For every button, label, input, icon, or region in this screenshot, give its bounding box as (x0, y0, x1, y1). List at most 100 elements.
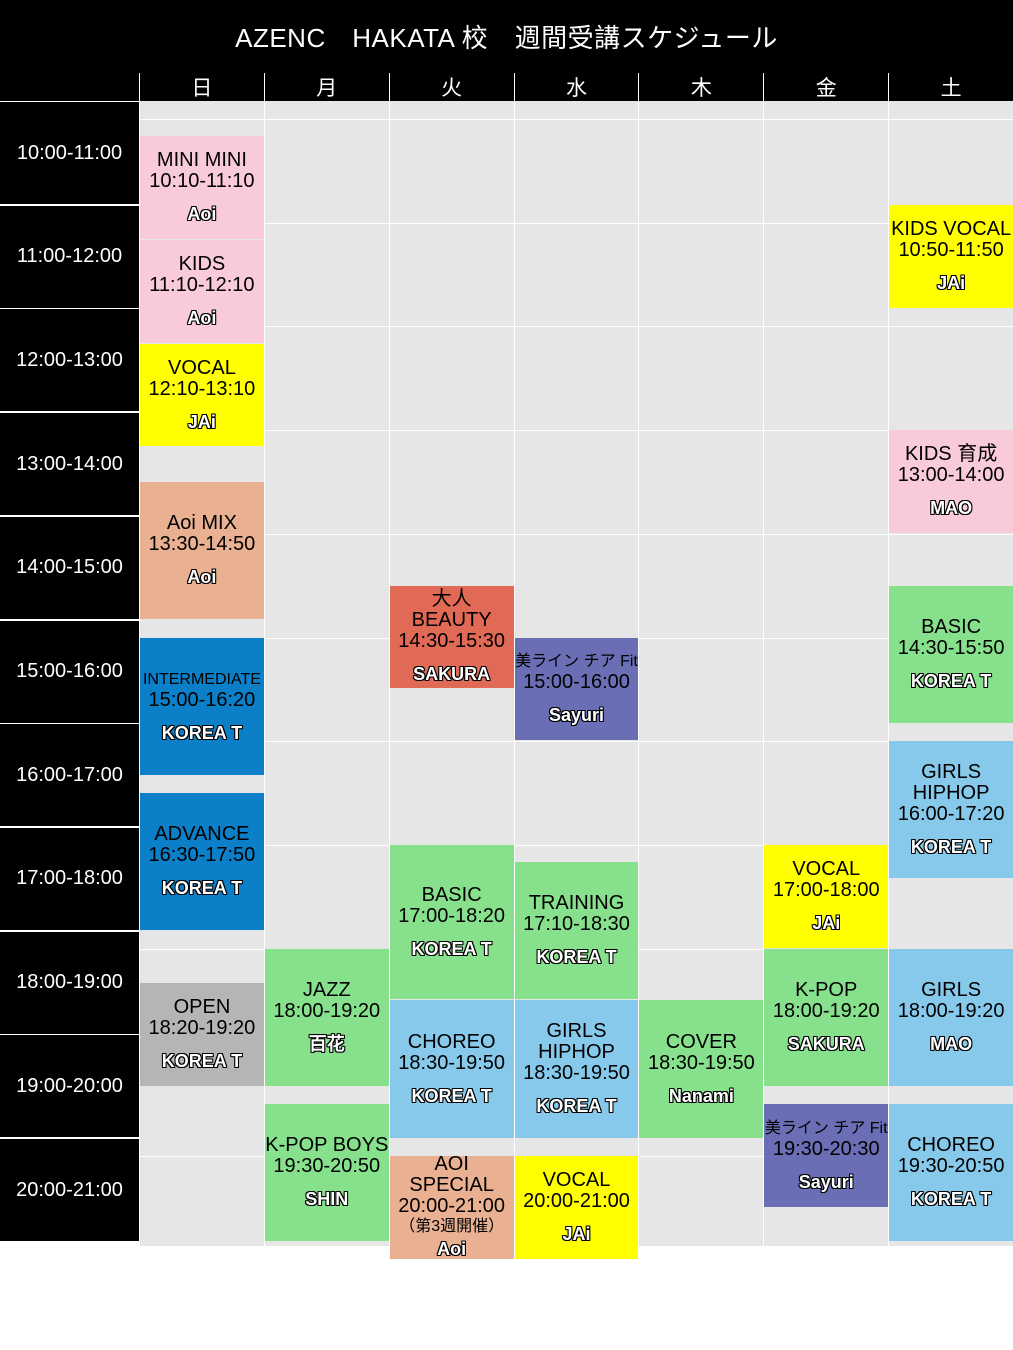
class-block[interactable]: 大人 BEAUTY 14:30-15:30 SAKURA (389, 585, 514, 689)
class-block[interactable]: 美ライン チア Fit 15:00-16:00 Sayuri (514, 637, 639, 741)
class-block[interactable]: K-POP 18:00-19:20 SAKURA (764, 948, 889, 1086)
class-name: CHOREO (907, 1134, 995, 1157)
class-time: 18:00-19:20 (273, 999, 381, 1022)
class-block[interactable]: JAZZ 18:00-19:20 百花 (264, 948, 389, 1086)
class-name: BASIC (921, 615, 982, 638)
class-block[interactable]: 美ライン チア Fit 19:30-20:30 Sayuri (764, 1104, 889, 1207)
class-time: 12:10-13:10 (148, 377, 256, 400)
class-name: CHOREO (407, 1030, 496, 1053)
class-time: 13:30-14:50 (148, 533, 256, 556)
class-block[interactable]: TRAINING 17:10-18:30 KOREA T (514, 862, 639, 1000)
class-name: KIDS (178, 252, 226, 275)
instructor-name: KOREA T (161, 722, 243, 743)
class-name: ADVANCE (154, 823, 250, 846)
instructor-name: KOREA T (161, 878, 243, 899)
hour-divider (139, 533, 1013, 535)
time-slot-label: 15:00-16:00 (0, 619, 139, 723)
class-time: 19:30-20:50 (897, 1155, 1005, 1178)
class-block[interactable]: MINI MINI 10:10-11:10 Aoi (140, 136, 264, 239)
time-slot-label: 14:00-15:00 (0, 515, 139, 619)
class-block[interactable]: KIDS 育成 13:00-14:00 MAO (889, 430, 1013, 533)
day-header: 水 (513, 73, 639, 101)
class-block[interactable]: Aoi MIX 13:30-14:50 Aoi (140, 481, 264, 620)
instructor-name: KOREA T (536, 947, 617, 968)
instructor-name: Aoi (187, 567, 217, 588)
class-block[interactable]: CHOREO 18:30-19:50 KOREA T (389, 1000, 514, 1138)
hour-divider (139, 430, 1013, 432)
instructor-name: KOREA T (411, 938, 492, 959)
class-time: 15:00-16:20 (148, 688, 256, 711)
class-time: 11:10-12:10 (149, 273, 255, 296)
class-time: 16:00-17:20 (897, 802, 1005, 825)
class-block[interactable]: INTERMEDIATE 15:00-16:20 KOREA T (140, 637, 264, 775)
class-time: 20:00-21:00 (398, 1195, 506, 1218)
time-slot-label: 16:00-17:00 (0, 723, 139, 827)
class-name: 美ライン チア Fit (764, 1119, 888, 1137)
class-name: KIDS VOCAL (891, 218, 1012, 241)
class-name: VOCAL (542, 1168, 611, 1191)
day-header: 日 (139, 73, 264, 101)
class-name: AOI SPECIAL (409, 1156, 494, 1197)
class-name: OPEN (173, 996, 231, 1018)
class-time: 17:00-18:00 (772, 878, 880, 901)
day-header: 土 (888, 73, 1013, 101)
class-block[interactable]: VOCAL 12:10-13:10 JAi (140, 343, 264, 447)
class-name: KIDS 育成 (904, 442, 998, 465)
class-block[interactable]: BASIC 14:30-15:50 KOREA T (889, 585, 1013, 723)
class-block[interactable]: GIRLS 18:00-19:20 MAO (889, 948, 1013, 1086)
time-slot-label: 20:00-21:00 (0, 1138, 139, 1241)
class-name: JAZZ (302, 978, 351, 1001)
instructor-name: SAKURA (413, 663, 491, 684)
time-slot-label: 10:00-11:00 (0, 101, 139, 204)
class-time: 10:10-11:10 (149, 170, 255, 193)
instructor-name: SAKURA (787, 1033, 865, 1054)
class-name: TRAINING (528, 892, 625, 915)
class-name: K-POP (795, 978, 858, 1001)
instructor-name: SHIN (305, 1189, 349, 1210)
hour-divider (139, 741, 1013, 743)
day-header: 火 (388, 73, 514, 101)
instructor-name: Aoi (437, 1239, 467, 1259)
class-name: COVER (665, 1030, 737, 1053)
time-slot-label: 13:00-14:00 (0, 412, 139, 516)
instructor-name: Sayuri (798, 1171, 854, 1192)
hour-divider (139, 844, 1013, 846)
class-block[interactable]: ADVANCE 16:30-17:50 KOREA T (140, 793, 264, 931)
class-time: 16:30-17:50 (148, 844, 256, 867)
class-block[interactable]: K-POP BOYS 19:30-20:50 SHIN (264, 1104, 389, 1242)
class-block[interactable]: BASIC 17:00-18:20 KOREA T (389, 844, 514, 1000)
instructor-name: KOREA T (910, 836, 992, 857)
instructor-name: Sayuri (548, 705, 605, 726)
class-name: INTERMEDIATE (142, 670, 261, 688)
class-time: 18:30-19:50 (523, 1062, 630, 1085)
class-block[interactable]: KIDS VOCAL 10:50-11:50 JAi (889, 205, 1013, 309)
schedule-grid: 日月火水木金土 10:00-11:00 11:00-12:00 12:00-13:00… (0, 73, 1013, 1259)
class-name: 大人 BEAUTY (411, 587, 492, 631)
class-block[interactable]: VOCAL 17:00-18:00 JAi (764, 844, 889, 948)
hour-divider (139, 119, 1013, 120)
time-slot-label: 11:00-12:00 (0, 204, 139, 308)
class-block[interactable]: CHOREO 19:30-20:50 KOREA T (889, 1104, 1013, 1242)
class-name: VOCAL (168, 356, 236, 379)
class-name: GIRLS HIPHOP (538, 1020, 615, 1064)
day-header: 金 (763, 73, 889, 101)
page-title: AZENC HAKATA 校 週間受講スケジュール (0, 0, 1013, 73)
class-time: 17:10-18:30 (523, 913, 630, 936)
class-block[interactable]: OPEN 18:20-19:20 KOREA T (140, 983, 264, 1086)
class-block[interactable]: COVER 18:30-19:50 Nanami (639, 1000, 764, 1138)
time-slot-label: 19:00-20:00 (0, 1034, 139, 1138)
hour-divider (139, 222, 1013, 224)
time-slot-label: 17:00-18:00 (0, 826, 139, 930)
instructor-name: KOREA T (411, 1085, 492, 1106)
class-block[interactable]: VOCAL 20:00-21:00 JAi (514, 1156, 639, 1259)
class-block[interactable]: GIRLS HIPHOP 18:30-19:50 KOREA T (514, 1000, 639, 1138)
class-block[interactable]: GIRLS HIPHOP 16:00-17:20 KOREA T (889, 741, 1013, 879)
class-time: 13:00-14:00 (897, 463, 1005, 486)
class-block[interactable]: AOI SPECIAL 20:00-21:00 （第3週開催） Aoi (389, 1156, 514, 1259)
instructor-name: 百花 (308, 1033, 345, 1054)
class-block[interactable]: KIDS 11:10-12:10 Aoi (140, 239, 264, 343)
instructor-name: KOREA T (161, 1051, 243, 1071)
class-name: K-POP BOYS (265, 1134, 389, 1157)
class-name: 美ライン チア Fit (515, 653, 638, 671)
class-name: GIRLS (921, 978, 982, 1001)
